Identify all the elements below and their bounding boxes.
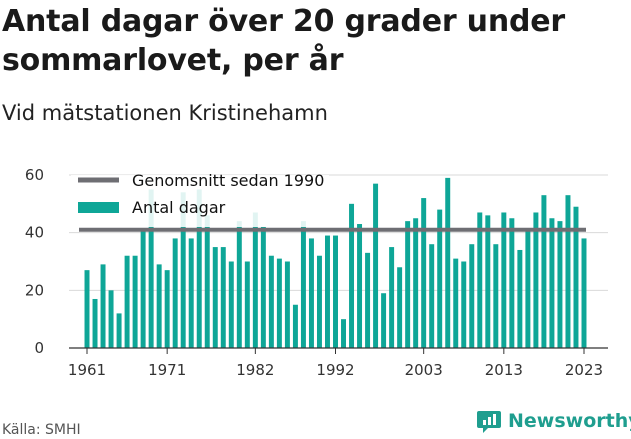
bar bbox=[244, 261, 250, 348]
y-tick-label: 0 bbox=[34, 339, 44, 357]
bar bbox=[413, 218, 419, 348]
bar bbox=[180, 192, 186, 348]
bar bbox=[164, 270, 170, 348]
x-tick-label: 1992 bbox=[316, 361, 354, 379]
bar bbox=[308, 238, 314, 348]
bar bbox=[525, 229, 531, 348]
bar bbox=[172, 238, 178, 348]
source-note: Källa: SMHI bbox=[2, 422, 81, 438]
bar bbox=[493, 244, 499, 348]
bar bbox=[220, 247, 226, 348]
bar bbox=[316, 255, 322, 348]
bar bbox=[453, 258, 459, 348]
bar bbox=[501, 212, 507, 348]
bar bbox=[509, 218, 515, 348]
bar bbox=[108, 290, 114, 348]
bar bbox=[405, 221, 411, 348]
y-tick-label: 60 bbox=[25, 166, 44, 184]
bar bbox=[349, 203, 355, 348]
bar bbox=[325, 235, 330, 348]
bar bbox=[333, 235, 338, 348]
bar bbox=[236, 221, 242, 348]
bar bbox=[341, 319, 346, 348]
bar bbox=[389, 247, 395, 348]
bar bbox=[284, 261, 290, 348]
bar bbox=[92, 298, 98, 348]
legend-background bbox=[71, 175, 329, 227]
x-tick-label: 1961 bbox=[68, 361, 106, 379]
bar bbox=[445, 177, 451, 348]
bar bbox=[268, 255, 274, 348]
bar bbox=[100, 264, 106, 348]
bar-chart: 0 20 40 60 1961 1971 1982 1992 2003 2013 2023 Geno… bbox=[25, 166, 608, 379]
bar bbox=[541, 195, 547, 348]
x-tick-label: 2003 bbox=[405, 361, 443, 379]
chart-title: Antal dagar över 20 grader under sommarl… bbox=[2, 4, 566, 78]
chart-subtitle: Vid mätstationen Kristinehamn bbox=[2, 101, 328, 125]
bar bbox=[517, 249, 523, 348]
brand[interactable]: Newsworthy bbox=[476, 408, 631, 434]
bar bbox=[373, 183, 379, 348]
y-tick-label: 40 bbox=[25, 224, 44, 242]
bar bbox=[148, 189, 154, 348]
bar bbox=[357, 224, 363, 348]
bar bbox=[533, 212, 539, 348]
bar bbox=[204, 215, 210, 348]
y-tick-label: 20 bbox=[25, 281, 44, 299]
bar bbox=[276, 258, 282, 348]
bar bbox=[140, 229, 146, 348]
bar bbox=[421, 198, 427, 348]
bar bbox=[292, 304, 298, 348]
bar bbox=[581, 238, 587, 348]
bar bbox=[557, 221, 563, 348]
bar bbox=[84, 270, 90, 348]
bar bbox=[397, 267, 403, 348]
bar bbox=[461, 261, 467, 348]
bar bbox=[381, 293, 387, 348]
bar bbox=[300, 221, 306, 348]
bars-layer bbox=[84, 177, 587, 348]
bar bbox=[260, 226, 266, 348]
bar bbox=[252, 212, 258, 348]
bar bbox=[549, 218, 555, 348]
bar bbox=[196, 189, 202, 348]
bar bbox=[565, 195, 571, 348]
bar bbox=[485, 215, 491, 348]
axis-layer: 0 20 40 60 1961 1971 1982 1992 2003 2013 2023 bbox=[25, 166, 608, 379]
bar bbox=[188, 238, 194, 348]
legend: Genomsnitt sedan 1990 Antal dagar bbox=[71, 171, 329, 227]
bar bbox=[116, 313, 122, 348]
legend-bar-swatch bbox=[78, 202, 119, 213]
bar bbox=[437, 209, 443, 348]
bar bbox=[132, 255, 138, 348]
x-tick-label: 2023 bbox=[565, 361, 603, 379]
x-tick-label: 1982 bbox=[236, 361, 274, 379]
bar bbox=[212, 247, 218, 348]
bar bbox=[156, 264, 162, 348]
bar bbox=[429, 244, 435, 348]
bar bbox=[573, 206, 579, 348]
bar bbox=[469, 244, 475, 348]
brand-name: Newsworthy bbox=[508, 410, 631, 432]
newsworthy-logo-icon bbox=[477, 411, 501, 433]
legend-average-label: Genomsnitt sedan 1990 bbox=[132, 171, 324, 190]
bar bbox=[228, 261, 234, 348]
bar bbox=[124, 255, 130, 348]
bar bbox=[365, 252, 371, 348]
x-tick-label: 2013 bbox=[485, 361, 523, 379]
legend-bar-label: Antal dagar bbox=[132, 198, 226, 217]
x-tick-label: 1971 bbox=[148, 361, 186, 379]
bar bbox=[477, 212, 483, 348]
